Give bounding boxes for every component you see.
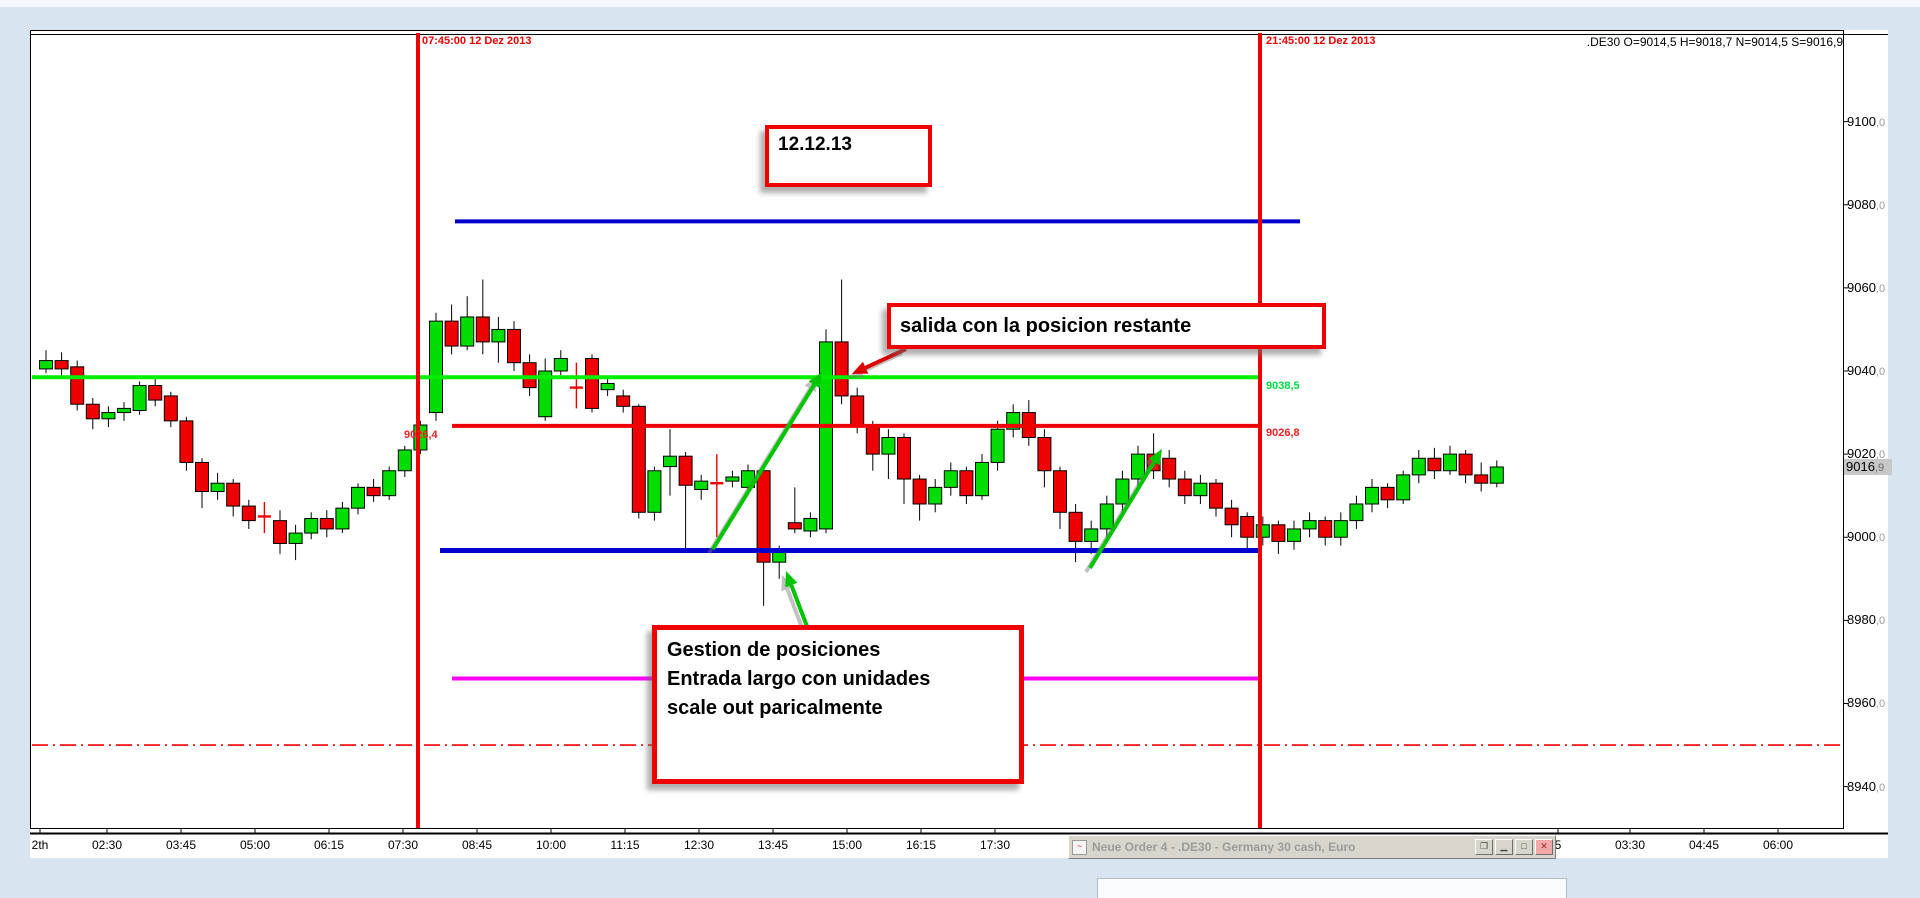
gestion-line-3: scale out paricalmente	[667, 697, 883, 719]
current-price-marker: 9016,9	[1844, 459, 1892, 475]
time-tick-label: 05:00	[239, 838, 271, 852]
axis-ticks	[39, 121, 1848, 833]
gestion-line-1: Gestion de posiciones	[667, 639, 881, 661]
time-tick-label: 07:30	[387, 838, 419, 852]
current-price-decimal: ,9	[1874, 462, 1885, 474]
level-label-red: 9026,8	[1266, 427, 1300, 439]
date-annotation-text: 12.12.13	[778, 134, 852, 155]
price-tick-label: 9100,0	[1847, 113, 1886, 129]
price-tick-label: 8980,0	[1847, 612, 1886, 628]
order-window-title: Neue Order 4 - .DE30 - Germany 30 cash, …	[1092, 840, 1356, 854]
session-end-timestamp: 21:45:00 12 Dez 2013	[1266, 35, 1376, 47]
minimize-button[interactable]: ▁	[1495, 839, 1513, 855]
time-tick-label: 03:30	[1614, 838, 1646, 852]
level-label-green: 9038,5	[1266, 380, 1300, 392]
time-tick-label: 17:30	[979, 838, 1011, 852]
time-tick-label: 15:00	[831, 838, 863, 852]
price-tick-label: 9020,0	[1847, 446, 1886, 462]
date-annotation-box[interactable]: 12.12.13	[765, 125, 932, 187]
time-tick-label: 06:00	[1762, 838, 1794, 852]
time-tick-label: 11:15	[610, 838, 640, 852]
time-tick-label: 2th	[31, 838, 49, 852]
gestion-line-2: Entrada largo con unidades	[667, 668, 931, 690]
top-strip	[0, 0, 1920, 7]
time-tick-label: 02:30	[91, 838, 123, 852]
position-management-annotation-box[interactable]: Gestion de posiciones Entrada largo con …	[652, 625, 1024, 784]
time-tick-label: 10:00	[535, 838, 567, 852]
current-price-main: 9016	[1846, 459, 1875, 474]
background-window-edge	[1097, 878, 1567, 898]
price-tick-label: 8960,0	[1847, 695, 1886, 711]
price-tick-label: 9080,0	[1847, 196, 1886, 212]
exit-annotation-box[interactable]: salida con la posicion restante	[887, 303, 1326, 349]
level-label-left-red: 9026,4	[404, 429, 438, 441]
exit-annotation-text: salida con la posicion restante	[900, 315, 1192, 337]
time-tick-label: 08:45	[461, 838, 493, 852]
instrument-quote-line: .DE30 O=9014,5 H=9018,7 N=9014,5 S=9016,…	[1586, 35, 1843, 49]
price-tick-label: 9040,0	[1847, 362, 1886, 378]
restore-button[interactable]: ❐	[1475, 839, 1493, 855]
maximize-button[interactable]: □	[1515, 839, 1533, 855]
session-lines-layer	[416, 33, 1262, 828]
arrows-layer	[707, 347, 1162, 634]
price-tick-label: 8940,0	[1847, 778, 1886, 794]
order-window-icon: ~	[1072, 839, 1087, 855]
time-tick-label: 16:15	[905, 838, 937, 852]
plot-border	[30, 30, 1888, 835]
price-tick-label: 9000,0	[1847, 529, 1886, 545]
minimized-order-window[interactable]: ~ Neue Order 4 - .DE30 - Germany 30 cash…	[1068, 835, 1556, 859]
time-tick-label: 5	[1554, 838, 1562, 852]
time-tick-label: 12:30	[683, 838, 715, 852]
candles-layer	[39, 279, 1504, 606]
close-button[interactable]: ✕	[1535, 839, 1553, 855]
time-tick-label: 13:45	[757, 838, 789, 852]
time-tick-label: 06:15	[313, 838, 345, 852]
price-tick-label: 9060,0	[1847, 279, 1886, 295]
time-tick-label: 04:45	[1688, 838, 1720, 852]
session-start-timestamp: 07:45:00 12 Dez 2013	[422, 35, 532, 47]
time-tick-label: 03:45	[165, 838, 197, 852]
